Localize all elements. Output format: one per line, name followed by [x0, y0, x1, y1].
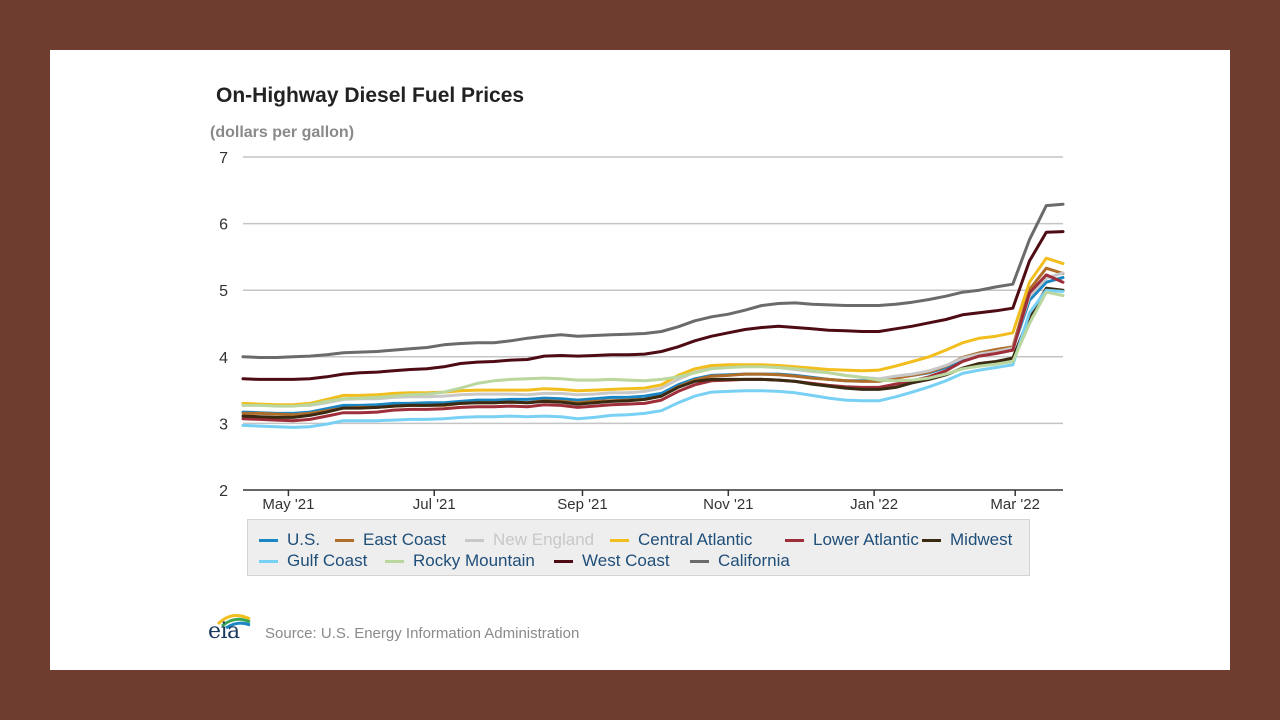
- series-line-california: [241, 202, 1065, 359]
- legend-item-west-coast: West Coast: [554, 551, 670, 571]
- y-tick-label: 6: [219, 217, 228, 234]
- x-tick-label: Jul '21: [413, 496, 456, 513]
- series-line-central-atlantic: [241, 256, 1065, 407]
- legend-label: U.S.: [287, 530, 321, 549]
- eia-logo-swoosh-icon: [216, 613, 251, 630]
- chart-title: On-Highway Diesel Fuel Prices: [216, 84, 525, 107]
- legend-label: West Coast: [582, 551, 670, 570]
- legend-item-lower-atlantic: Lower Atlantic: [785, 530, 919, 550]
- legend-swatch: [690, 559, 709, 563]
- line-chart: 2 3 4 5 6 7 May '21 Jul '21 Sep '21 Nov '21 Jan '2…: [219, 150, 1065, 513]
- source-text: Source: U.S. Energy Information Administ…: [265, 624, 580, 642]
- chart-subtitle: (dollars per gallon): [210, 124, 355, 141]
- slide-canvas: On-Highway Diesel Fuel Prices (dollars p…: [50, 50, 1230, 670]
- y-tick-label: 7: [219, 150, 228, 167]
- x-tick-label: Nov '21: [703, 496, 753, 513]
- chart-legend: U.S. East Coast New England Central Atlanti…: [247, 519, 1030, 576]
- y-tick-label: 2: [219, 483, 228, 500]
- legend-item-east-coast: East Coast: [335, 530, 446, 550]
- legend-item-california: California: [690, 551, 790, 571]
- legend-label: Gulf Coast: [287, 551, 368, 570]
- legend-swatch: [610, 538, 629, 542]
- series-line-midwest: [241, 286, 1065, 419]
- legend-label: East Coast: [363, 530, 447, 549]
- legend-item-gulf-coast: Gulf Coast: [259, 551, 367, 571]
- legend-label: Rocky Mountain: [413, 551, 535, 570]
- legend-label: California: [718, 551, 790, 570]
- legend-item-central-atlantic: Central Atlantic: [610, 530, 752, 550]
- series-line-gulf-coast: [241, 288, 1065, 429]
- legend-swatch: [922, 538, 941, 542]
- legend-item-rocky-mountain: Rocky Mountain: [385, 551, 535, 571]
- y-tick-label: 4: [219, 350, 228, 367]
- y-tick-label: 3: [219, 416, 228, 433]
- legend-swatch: [259, 538, 278, 542]
- eia-logo: eia: [208, 612, 256, 646]
- x-tick-label: May '21: [262, 496, 314, 513]
- x-tick-label: Mar '22: [990, 496, 1040, 513]
- y-tick-label: 5: [219, 283, 228, 300]
- x-tick-label: Jan '22: [850, 496, 898, 513]
- legend-swatch: [385, 559, 404, 563]
- legend-swatch: [335, 538, 354, 542]
- series-line-rocky-mountain: [241, 290, 1065, 408]
- legend-swatch: [465, 538, 484, 542]
- legend-label: Midwest: [950, 530, 1013, 549]
- legend-item-u-s: U.S.: [259, 530, 320, 550]
- legend-label: Lower Atlantic: [813, 530, 919, 549]
- legend-swatch: [785, 538, 804, 542]
- legend-item-midwest: Midwest: [922, 530, 1012, 550]
- legend-label: New England: [493, 530, 595, 549]
- legend-item-new-england: New England: [465, 530, 594, 550]
- legend-swatch: [554, 559, 573, 563]
- series-line-west-coast: [241, 230, 1065, 381]
- eia-logo-text: eia: [208, 619, 240, 644]
- legend-swatch: [259, 559, 278, 563]
- x-tick-label: Sep '21: [557, 496, 607, 513]
- legend-label: Central Atlantic: [638, 530, 753, 549]
- chart-footer: eia Source: U.S. Energy Information Admi…: [208, 612, 579, 646]
